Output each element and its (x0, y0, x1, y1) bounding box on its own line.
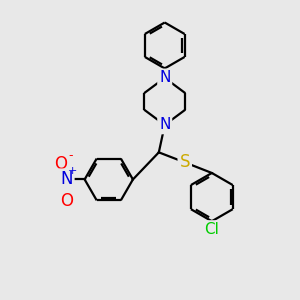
Text: Cl: Cl (204, 222, 219, 237)
Text: N: N (159, 70, 170, 86)
Text: O: O (60, 192, 73, 210)
Text: S: S (179, 153, 190, 171)
Text: +: + (68, 166, 77, 176)
Text: -: - (68, 149, 73, 162)
Text: N: N (60, 170, 73, 188)
Text: O: O (54, 154, 67, 172)
Text: N: N (159, 118, 170, 133)
